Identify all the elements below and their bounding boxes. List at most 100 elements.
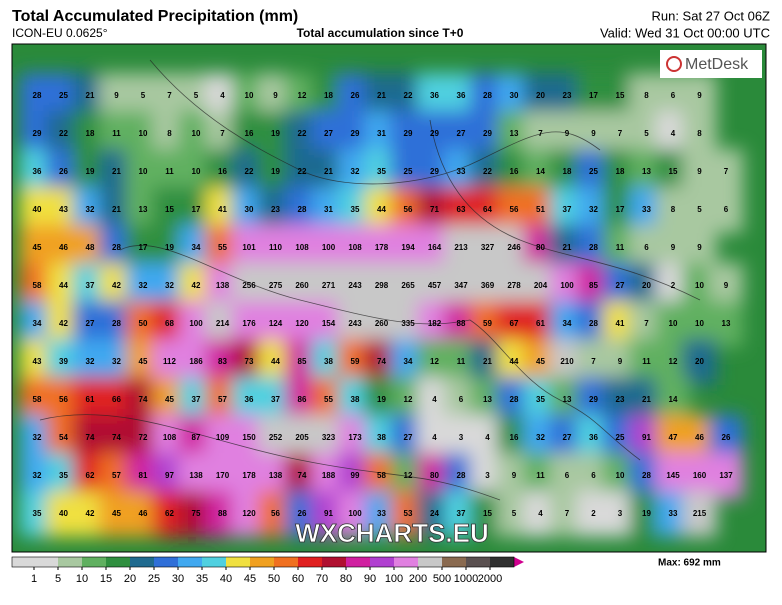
grid-label: 32	[33, 471, 42, 480]
grid-label: 11	[112, 129, 121, 138]
borders	[39, 59, 701, 501]
grid-label: 67	[510, 319, 519, 328]
grid-label: 21	[86, 91, 95, 100]
grid-label: 25	[616, 433, 625, 442]
grid-label: 19	[271, 129, 280, 138]
grid-label: 4	[432, 395, 437, 404]
grid-label: 68	[165, 319, 174, 328]
grid-label: 8	[167, 129, 172, 138]
grid-label: 21	[483, 357, 492, 366]
grid-label: 18	[563, 167, 572, 176]
grid-label: 48	[86, 243, 95, 252]
grid-label: 16	[218, 167, 227, 176]
grid-label: 33	[377, 509, 386, 518]
grid-label: 101	[242, 243, 256, 252]
grid-label: 100	[560, 281, 574, 290]
grid-label: 186	[189, 357, 203, 366]
grid-label: 12	[430, 357, 439, 366]
grid-label: 27	[324, 129, 333, 138]
colorbar-label: 10	[76, 573, 88, 585]
grid-label: 45	[112, 509, 121, 518]
grid-label: 85	[589, 281, 598, 290]
grid-label: 15	[483, 509, 492, 518]
grid-label: 271	[322, 281, 336, 290]
grid-label: 260	[375, 319, 389, 328]
grid-label: 81	[139, 471, 148, 480]
grid-label: 10	[192, 167, 201, 176]
grid-label: 13	[139, 205, 148, 214]
grid-label: 37	[86, 281, 95, 290]
grid-label: 28	[589, 243, 598, 252]
grid-label: 10	[192, 129, 201, 138]
grid-label: 10	[139, 167, 148, 176]
grid-label: 2	[591, 509, 596, 518]
grid-label: 61	[86, 395, 95, 404]
grid-label: 28	[457, 471, 466, 480]
grid-label: 21	[642, 395, 651, 404]
grid-label: 243	[348, 319, 362, 328]
colorbar-frame	[11, 556, 515, 568]
subtitle: Total accumulation since T+0	[297, 26, 464, 40]
logo: MetDesk	[685, 56, 749, 73]
grid-label: 210	[560, 357, 574, 366]
grid-label: 108	[163, 433, 177, 442]
colorbar-label: 45	[244, 573, 256, 585]
grid-label: 10	[245, 91, 254, 100]
grid-label: 57	[112, 471, 121, 480]
grid-label: 29	[589, 395, 598, 404]
colorbar-segment	[346, 557, 370, 567]
grid-label: 88	[457, 319, 466, 328]
grid-label: 124	[269, 319, 283, 328]
grid-label: 7	[220, 129, 225, 138]
colorbar-segment	[274, 557, 298, 567]
grid-label: 32	[33, 433, 42, 442]
grid-label: 13	[483, 395, 492, 404]
grid-label: 23	[616, 395, 625, 404]
map-frame	[11, 43, 767, 553]
colorbar-label: 100	[385, 573, 403, 585]
grid-label: 10	[139, 129, 148, 138]
grid-label: 25	[404, 167, 413, 176]
grid-label: 4	[485, 433, 490, 442]
colorbar-segment	[370, 557, 394, 567]
grid-label: 75	[192, 509, 201, 518]
grid-label: 335	[401, 319, 415, 328]
grid-label: 17	[139, 243, 148, 252]
grid-label: 85	[298, 357, 307, 366]
grid-label: 73	[245, 357, 254, 366]
grid-label: 457	[428, 281, 442, 290]
grid-label: 6	[724, 205, 729, 214]
grid-label: 9	[697, 91, 702, 100]
grid-label: 28	[112, 319, 121, 328]
grid-label: 137	[719, 471, 733, 480]
grid-label: 25	[589, 167, 598, 176]
grid-label: 88	[218, 509, 227, 518]
grid-label: 86	[298, 395, 307, 404]
grid-label: 46	[695, 433, 704, 442]
grid-label: 99	[351, 471, 360, 480]
colorbar-segment	[82, 557, 106, 567]
grid-label: 61	[536, 319, 545, 328]
colorbar-segment	[178, 557, 202, 567]
grid-label: 42	[192, 281, 201, 290]
grid-label: 55	[324, 395, 333, 404]
grid-label: 26	[722, 433, 731, 442]
grid-label: 35	[33, 509, 42, 518]
grid-label: 100	[348, 509, 362, 518]
grid-label: 30	[245, 205, 254, 214]
grid-label: 19	[86, 167, 95, 176]
grid-label: 28	[112, 243, 121, 252]
grid-label: 12	[298, 91, 307, 100]
grid-label: 12	[404, 395, 413, 404]
grid-label: 109	[216, 433, 230, 442]
grid-label: 327	[481, 243, 495, 252]
grid-label: 37	[457, 509, 466, 518]
grid-label: 18	[324, 91, 333, 100]
grid-label: 22	[298, 167, 307, 176]
grid-label: 160	[693, 471, 707, 480]
grid-label: 74	[298, 471, 307, 480]
grid-label: 15	[616, 91, 625, 100]
grid-label: 57	[218, 395, 227, 404]
grid-label: 27	[404, 433, 413, 442]
grid-label: 10	[616, 471, 625, 480]
